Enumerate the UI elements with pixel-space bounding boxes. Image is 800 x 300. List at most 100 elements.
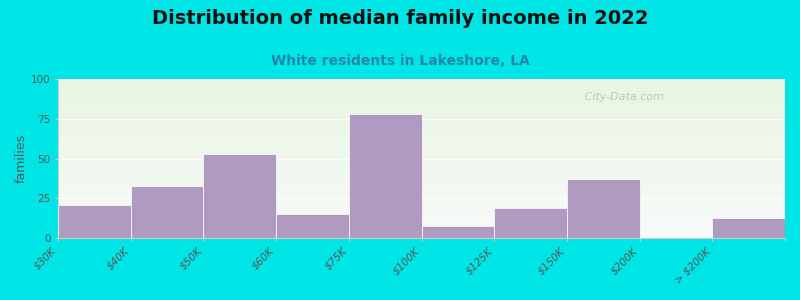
Bar [58, 146, 785, 147]
Bar [58, 207, 785, 208]
Bar [58, 228, 785, 229]
Bar [58, 114, 785, 115]
Bar [58, 128, 785, 129]
Bar [58, 179, 785, 180]
Bar [58, 234, 785, 235]
Bar [712, 218, 785, 238]
Bar [58, 160, 785, 161]
Bar [58, 212, 785, 213]
Bar [58, 132, 785, 133]
Bar [58, 167, 785, 168]
Bar [58, 200, 785, 201]
Bar [58, 118, 785, 119]
Bar [58, 124, 785, 125]
Bar [58, 191, 785, 192]
Bar [58, 186, 785, 187]
Bar [58, 170, 785, 171]
Bar [58, 194, 785, 195]
Bar [58, 164, 785, 165]
Bar [203, 154, 276, 238]
Bar [58, 119, 785, 120]
Bar [58, 113, 785, 114]
Bar [58, 142, 785, 143]
Bar [58, 99, 785, 100]
Bar [58, 188, 785, 189]
Bar [130, 186, 203, 238]
Bar [58, 185, 785, 186]
Bar [58, 162, 785, 163]
Bar [58, 183, 785, 184]
Bar [58, 221, 785, 222]
Bar [58, 80, 785, 81]
Bar [58, 157, 785, 158]
Bar [58, 171, 785, 172]
Bar [58, 180, 785, 181]
Bar [58, 233, 785, 234]
Bar [58, 229, 785, 230]
Bar [58, 95, 785, 96]
Bar [58, 206, 785, 207]
Bar [58, 225, 785, 226]
Bar [58, 232, 785, 233]
Bar [58, 138, 785, 139]
Text: City-Data.com: City-Data.com [582, 92, 665, 102]
Bar [58, 205, 785, 206]
Bar [58, 112, 785, 113]
Bar [58, 218, 785, 219]
Bar [58, 195, 785, 196]
Bar [58, 79, 785, 80]
Bar [58, 143, 785, 144]
Bar [58, 131, 785, 132]
Bar [58, 135, 785, 136]
Bar [58, 190, 785, 191]
Bar [58, 178, 785, 179]
Bar [58, 133, 785, 134]
Bar [58, 94, 785, 95]
Bar [58, 103, 785, 104]
Bar [58, 85, 785, 86]
Bar [58, 111, 785, 112]
Bar [58, 121, 785, 122]
Bar [58, 107, 785, 108]
Bar [58, 192, 785, 193]
Bar [58, 156, 785, 157]
Bar [58, 92, 785, 93]
Bar [58, 181, 785, 182]
Bar [58, 202, 785, 203]
Bar [58, 227, 785, 228]
Bar [58, 231, 785, 232]
Bar [58, 100, 785, 101]
Bar [58, 237, 785, 238]
Bar [276, 214, 349, 238]
Y-axis label: families: families [15, 134, 28, 183]
Bar [58, 187, 785, 188]
Text: Distribution of median family income in 2022: Distribution of median family income in … [152, 9, 648, 28]
Bar [58, 175, 785, 176]
Bar [58, 172, 785, 173]
Bar [58, 122, 785, 123]
Bar [58, 105, 785, 106]
Bar [58, 148, 785, 149]
Bar [58, 130, 785, 131]
Bar [58, 155, 785, 156]
Bar [58, 110, 785, 111]
Bar [58, 141, 785, 142]
Bar [58, 144, 785, 145]
Bar [58, 151, 785, 152]
Bar [58, 106, 785, 107]
Bar [58, 174, 785, 175]
Bar [58, 100, 785, 101]
Bar [58, 236, 785, 237]
Bar [58, 201, 785, 202]
Bar [58, 136, 785, 137]
Bar [58, 84, 785, 85]
Bar [58, 83, 785, 84]
Bar [58, 93, 785, 94]
Bar [58, 90, 785, 91]
Bar [58, 202, 785, 203]
Bar [58, 214, 785, 215]
Bar [58, 98, 785, 99]
Bar [58, 91, 785, 92]
Bar [58, 223, 785, 224]
Bar [58, 134, 785, 135]
